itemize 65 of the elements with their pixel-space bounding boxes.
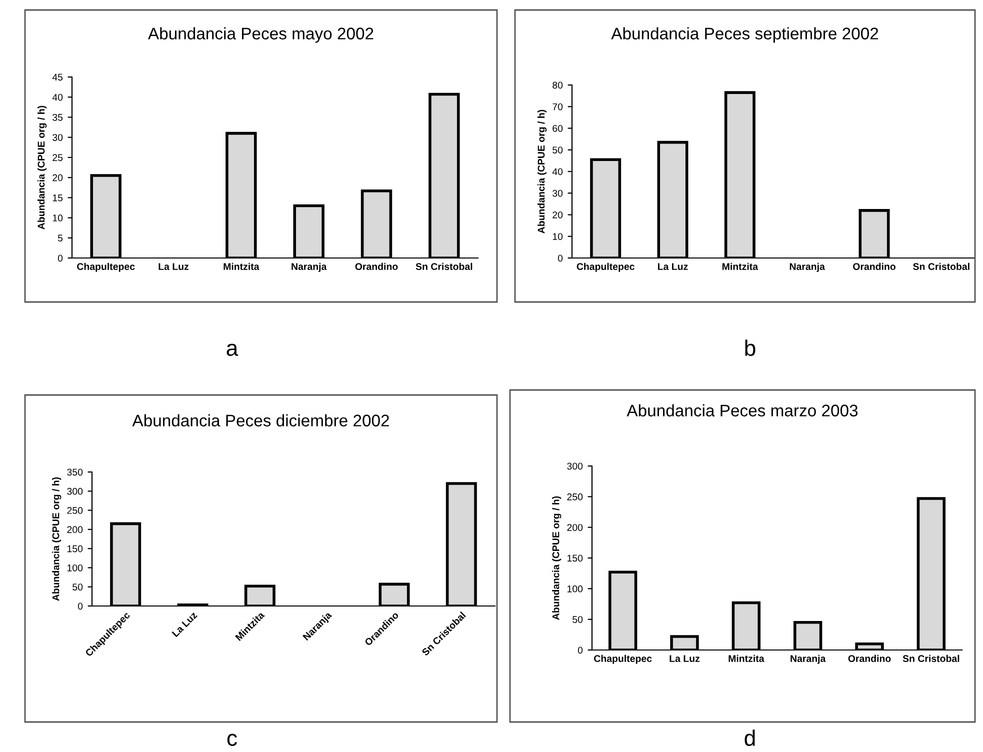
y-tick-label: 80: [552, 82, 563, 89]
y-tick-label: 25: [52, 154, 63, 162]
y-tick-label: 50: [572, 616, 583, 623]
x-tick-label: Chapultepec: [77, 262, 135, 272]
y-tick-label: 100: [67, 564, 83, 572]
text: b: [745, 340, 756, 356]
y-tick-label: 60: [552, 124, 563, 132]
y-tick-label: 35: [52, 114, 63, 121]
chart-title: Abundancia Peces marzo 2003: [626, 404, 858, 416]
y-tick-label: 30: [552, 190, 563, 197]
chart-title: Abundancia Peces mayo 2002: [148, 27, 374, 43]
x-tick-label: Chapultepec: [594, 654, 652, 664]
y-axis-title: Abundancia (CPUE org / h): [538, 110, 547, 234]
y-tick-label: 200: [567, 524, 583, 531]
y-tick-label: 50: [72, 584, 83, 590]
x-tick-label: Mintzita: [728, 654, 764, 662]
text: d: [744, 730, 755, 746]
y-tick-label: 50: [552, 146, 563, 154]
y-tick-label: 100: [567, 585, 583, 592]
x-tick-label: Sn Cristobal: [902, 654, 960, 662]
x-tick-label: Orandino: [848, 654, 891, 662]
y-tick-label: 0: [558, 254, 563, 262]
y-tick-label: 250: [567, 493, 583, 500]
y-tick-label: 40: [52, 94, 63, 101]
y-tick-label: 250: [67, 507, 83, 514]
x-tick-label: Chapultepec: [576, 262, 634, 272]
x-tick-label: La Luz: [172, 611, 198, 638]
y-axis-title: Abundancia (CPUE org / h): [552, 496, 562, 620]
y-tick-label: 0: [78, 602, 83, 610]
y-axis-title: Abundancia (CPUE org / h): [52, 477, 62, 601]
x-tick-label: Mintzita: [722, 262, 758, 270]
y-tick-label: 0: [578, 646, 583, 654]
y-tick-label: 45: [52, 74, 63, 81]
y-tick-label: 300: [67, 488, 83, 495]
y-tick-label: 10: [52, 214, 63, 222]
x-tick-label: La Luz: [658, 263, 688, 270]
x-tick-label: Naranja: [292, 262, 327, 272]
y-tick-label: 300: [567, 462, 583, 470]
y-tick-label: 70: [552, 103, 563, 110]
y-tick-label: 5: [58, 234, 63, 242]
text: a: [226, 344, 238, 356]
x-tick-label: Orandino: [355, 262, 398, 270]
x-tick-label: Orandino: [853, 262, 896, 270]
y-tick-label: 200: [67, 526, 83, 534]
y-axis-title: Abundancia (CPUE org / h): [38, 106, 47, 230]
x-tick-label: Naranja: [790, 654, 826, 664]
text: c: [227, 734, 237, 746]
y-tick-label: 20: [552, 211, 563, 218]
y-tick-label: 15: [52, 194, 63, 202]
x-tick-label: La Luz: [158, 263, 189, 270]
y-tick-label: 350: [67, 468, 83, 476]
x-tick-label: Sn Cristobal: [416, 262, 472, 270]
y-tick-label: 150: [567, 554, 583, 562]
y-tick-label: 10: [552, 233, 563, 240]
x-tick-label: Mintzita: [224, 262, 260, 270]
y-tick-label: 40: [552, 168, 563, 176]
x-tick-label: Sn Cristobal: [913, 262, 970, 270]
x-tick-label: La Luz: [670, 655, 700, 662]
chart-title: Abundancia Peces diciembre 2002: [132, 414, 389, 426]
y-tick-label: 150: [67, 545, 83, 552]
chart-title: Abundancia Peces septiembre 2002: [611, 27, 878, 43]
y-tick-label: 0: [58, 254, 63, 262]
y-tick-label: 20: [52, 174, 63, 182]
x-tick-label: Naranja: [790, 262, 825, 272]
y-tick-label: 30: [52, 134, 63, 141]
